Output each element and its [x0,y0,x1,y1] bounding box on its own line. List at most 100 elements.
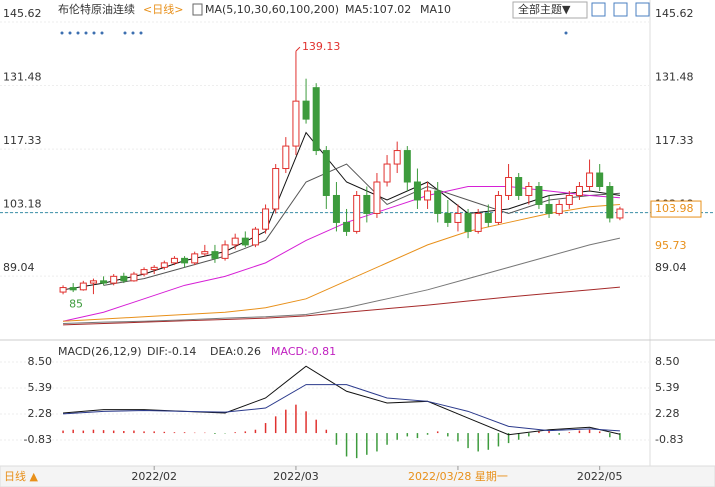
candle-body [211,251,219,259]
y-tick-label: 103.18 [3,198,42,211]
x-tick-label: 2022/05 [577,470,623,483]
y-tick-label: 131.48 [3,71,42,84]
candle-body [434,190,442,214]
period[interactable]: <日线> [143,2,183,16]
candle-body [494,194,502,223]
candle-body [272,168,280,210]
icon-button[interactable] [591,2,606,17]
theme-button[interactable] [512,1,588,19]
candle-body [79,282,87,291]
candle-body [191,253,199,264]
event-dots [60,31,568,35]
candle-body [160,262,168,268]
candle-body [292,100,300,147]
icon-button[interactable] [635,2,650,17]
candle-body [251,228,259,246]
ma10-label: MA10 [420,3,451,16]
candle-body [140,269,148,275]
y-tick-label-right: 89.04 [655,261,687,274]
candle-body [545,203,553,214]
candle-body [515,177,523,196]
y-tick-label-right: 5.39 [655,381,680,394]
candle-body [565,194,573,205]
candle-body [332,194,340,223]
x-tick-label: 2022/03 [273,470,319,483]
candle-body [616,208,624,219]
candle-body [150,266,158,271]
candle-body [231,237,239,246]
candle-body [383,163,391,183]
line-series [63,286,620,326]
candle-body [170,257,178,264]
line-series [63,203,620,322]
candle-body [484,212,492,223]
candle-body [555,203,563,214]
y-tick-label-right: 8.50 [655,355,680,368]
dif-label: DIF:-0.14 [147,345,196,358]
y-tick-label: 8.50 [28,355,53,368]
x-tick-label: 2022/02 [131,470,177,483]
candle-body [120,275,128,282]
candle-body [262,208,270,230]
period-button[interactable]: 日线 ▲ [4,469,38,483]
candle-body [181,257,189,264]
level-label: 95.73 [655,239,687,252]
line-series [63,384,620,432]
y-tick-label: 89.04 [3,261,35,274]
candle-body [302,100,310,120]
candle-body [363,194,371,214]
ma-params: MA(5,10,30,60,100,200) [205,3,339,16]
candle-body [444,212,452,223]
dea-label: DEA:0.26 [210,345,261,358]
candle-body [505,177,513,196]
candle-body [535,185,543,205]
y-tick-label-right: 117.33 [655,134,694,147]
low-label: 85 [69,297,83,310]
candle-body [130,273,138,282]
candle-body [464,212,472,232]
candle-body [454,212,462,223]
candle-body [201,251,209,255]
candle-body [586,172,594,187]
title: 布伦特原油连续 [58,2,135,16]
macd-label: MACD:-0.81 [271,345,336,358]
y-tick-label-right: 131.48 [655,71,694,84]
candle-body [282,145,290,170]
icon-button[interactable] [613,2,628,17]
candle-body [424,190,432,201]
time-axis-bar [0,465,715,487]
ma-icon[interactable] [192,3,203,16]
line-series [63,237,621,325]
candle-body [373,181,381,214]
ma5-label: MA5:107.02 [345,3,411,16]
y-tick-label-right: -0.83 [655,433,683,446]
candle-body [322,150,330,196]
candle-body [241,237,249,246]
candle-body [525,185,533,196]
high-pointer [295,46,301,52]
candle-body [474,212,482,232]
y-tick-label: -0.83 [24,433,52,446]
candle-body [596,172,604,187]
candle-body [353,194,361,232]
candle-body [413,181,421,201]
candle-body [69,287,77,291]
y-tick-label: 2.28 [28,407,53,420]
price-box [650,200,702,218]
price-label: 103.98 [655,202,694,215]
candle-body [575,185,583,196]
y-tick-label: 145.62 [3,7,42,20]
candle-body [393,150,401,165]
candle-body [100,280,108,284]
y-tick-label-right: 2.28 [655,407,680,420]
candle-body [221,244,229,259]
high-label: 139.13 [302,40,341,53]
theme-button-text[interactable]: 全部主题▼ [518,2,571,16]
x-tick-label: 2022/03/28 星期一 [408,470,508,483]
candle-body [403,150,411,183]
y-tick-label: 5.39 [28,381,53,394]
candle-body [110,275,118,284]
candle-body [59,287,67,293]
candle-body [312,87,320,152]
